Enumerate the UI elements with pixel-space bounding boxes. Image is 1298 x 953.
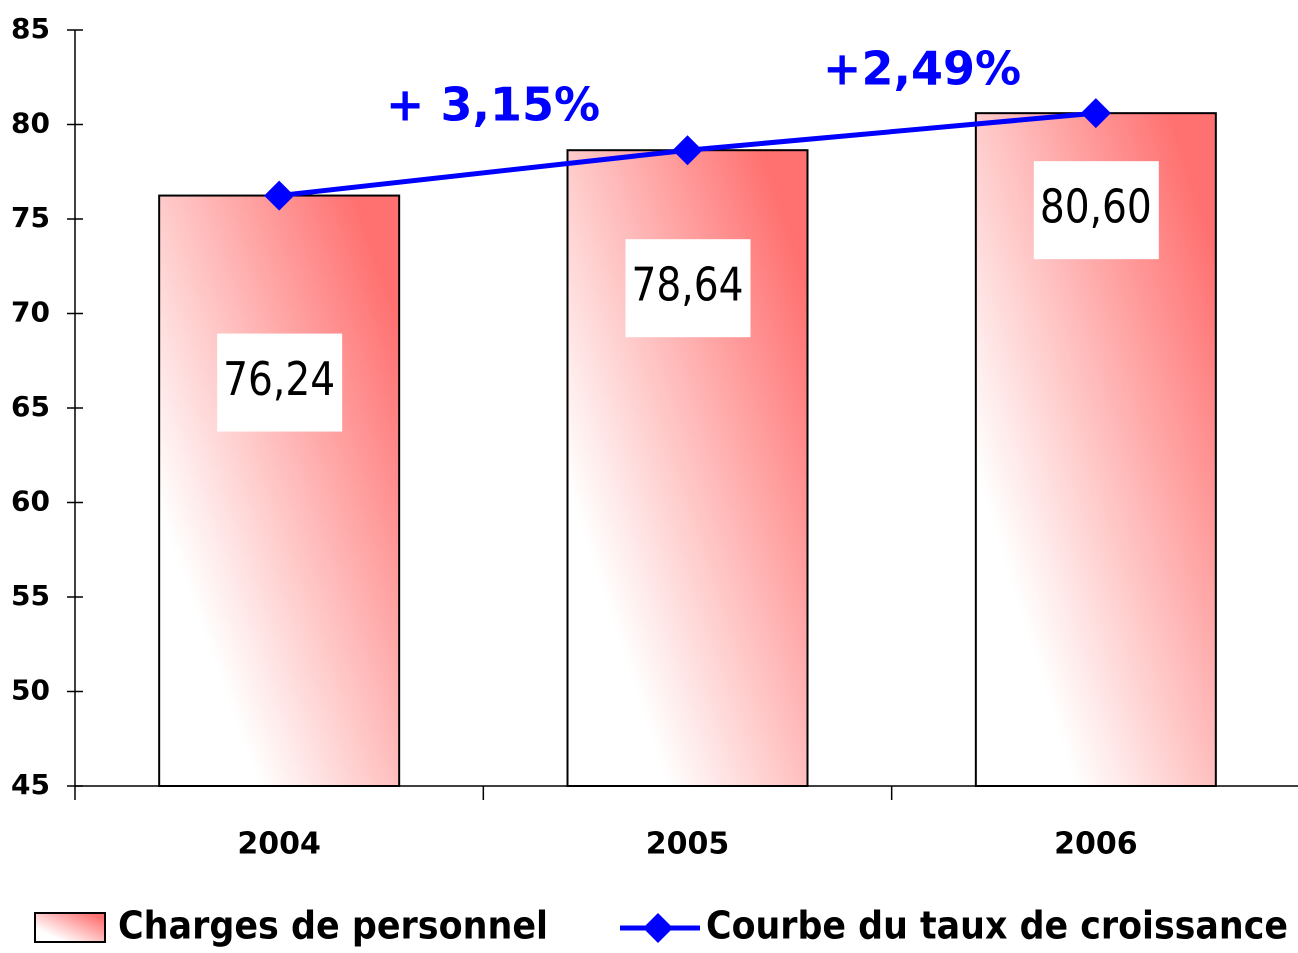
y-tick-label: 55 — [11, 579, 50, 612]
value-label: 78,64 — [632, 258, 744, 312]
x-tick-label: 2004 — [237, 827, 321, 862]
y-tick-label: 85 — [11, 12, 50, 45]
legend-label: Courbe du taux de croissance — [706, 904, 1288, 948]
x-tick-label: 2005 — [646, 827, 730, 862]
value-label-box — [625, 239, 751, 338]
line-marker — [1080, 98, 1111, 129]
legend-swatch — [34, 912, 106, 943]
value-label: 80,60 — [1040, 180, 1152, 234]
y-tick-label: 70 — [11, 296, 50, 329]
y-tick-label: 75 — [11, 201, 50, 234]
line-marker — [264, 180, 295, 211]
legend-label: Charges de personnel — [118, 904, 548, 948]
x-tick-label: 2006 — [1054, 827, 1138, 862]
growth-annotation: +2,49% — [823, 42, 1021, 96]
legend-marker — [643, 913, 673, 943]
y-tick-label: 60 — [11, 485, 50, 518]
bar — [158, 194, 401, 787]
value-label: 76,24 — [223, 352, 335, 406]
y-tick-label: 50 — [11, 674, 50, 707]
growth-annotation: + 3,15% — [386, 78, 600, 132]
y-tick-label: 65 — [11, 390, 50, 423]
value-label-box — [1033, 161, 1159, 260]
y-tick-label: 45 — [11, 768, 50, 801]
line-marker — [672, 135, 703, 166]
y-tick-label: 80 — [11, 107, 50, 140]
value-label-box — [217, 333, 343, 432]
